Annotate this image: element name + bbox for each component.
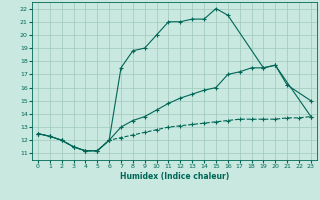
- X-axis label: Humidex (Indice chaleur): Humidex (Indice chaleur): [120, 172, 229, 181]
